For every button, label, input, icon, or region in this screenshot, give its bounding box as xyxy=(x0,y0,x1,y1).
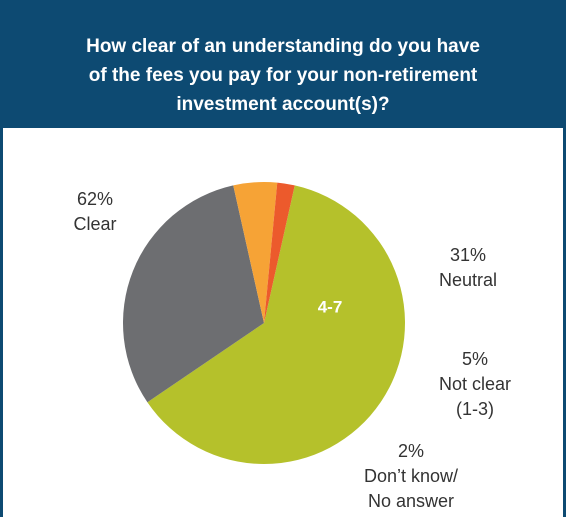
category-label: No answer xyxy=(368,491,454,511)
inner-label: 4-7 xyxy=(318,297,343,316)
category-label: Neutral xyxy=(439,270,497,290)
pie-slice xyxy=(233,182,278,323)
chart-title: investment account(s)? xyxy=(176,94,389,115)
value-label: 2% xyxy=(398,441,424,461)
header xyxy=(0,0,566,128)
pie-slice xyxy=(123,185,265,403)
pie-slice xyxy=(264,182,295,323)
chart-title: How clear of an understanding do you hav… xyxy=(86,36,480,57)
chart-title: of the fees you pay for your non-retirem… xyxy=(89,65,478,86)
category-label: Clear xyxy=(73,214,116,234)
category-label: (1-3) xyxy=(456,399,494,419)
category-label: Don’t know/ xyxy=(364,466,458,486)
value-label: 62% xyxy=(77,189,113,209)
category-label: Not clear xyxy=(439,374,511,394)
value-label: 31% xyxy=(450,245,486,265)
value-label: 5% xyxy=(462,349,488,369)
pie-slice xyxy=(147,185,406,464)
